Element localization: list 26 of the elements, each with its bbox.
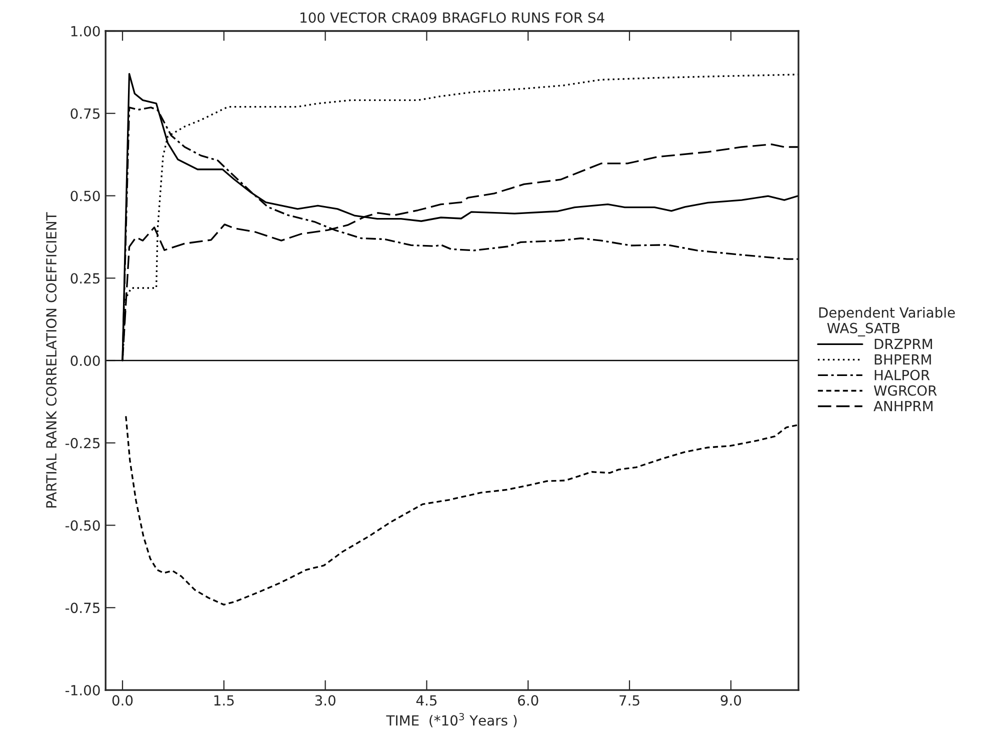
x-tick-label: 0.0 (112, 695, 133, 706)
y-tick-label: 0.00 (70, 355, 100, 366)
x-tick-label: 9.0 (720, 695, 742, 706)
legend-label: DRZPRM (874, 338, 932, 350)
legend-label: HALPOR (874, 370, 930, 380)
x-tick-label: 7.5 (620, 695, 640, 706)
y-tick-label: 1.00 (71, 26, 100, 36)
line-series (125, 415, 798, 606)
legend-title: Dependent Variable WAS_SATB (819, 307, 955, 336)
y-tick-label: -1.00 (65, 685, 100, 696)
y-tick-label: 0.25 (70, 273, 100, 284)
x-tick-label: 3.0 (315, 695, 336, 706)
y-tick-label: -0.50 (65, 520, 100, 531)
y-axis-title: PARTIAL RANK CORRELATION COEFFICIENT (46, 212, 57, 508)
x-tick-label: 4.5 (416, 695, 437, 706)
y-tick-label: -0.25 (65, 438, 100, 448)
legend-label: ANHPRM (874, 401, 932, 412)
legend-label: WGRCOR (874, 385, 937, 396)
x-axis-title: TIME (*10$^{3}$ Years ) (386, 712, 517, 728)
y-tick-label: -0.75 (65, 602, 100, 614)
x-tick-label: 1.5 (214, 695, 234, 706)
x-tick-label: 6.0 (518, 695, 538, 706)
legend-label: BHPERM (874, 354, 931, 365)
y-tick-label: 0.75 (70, 108, 100, 119)
chart-title: 100 VECTOR CRA09 BRAGFLO RUNS FOR S4 (300, 12, 604, 23)
y-tick-label: 0.50 (70, 190, 100, 202)
